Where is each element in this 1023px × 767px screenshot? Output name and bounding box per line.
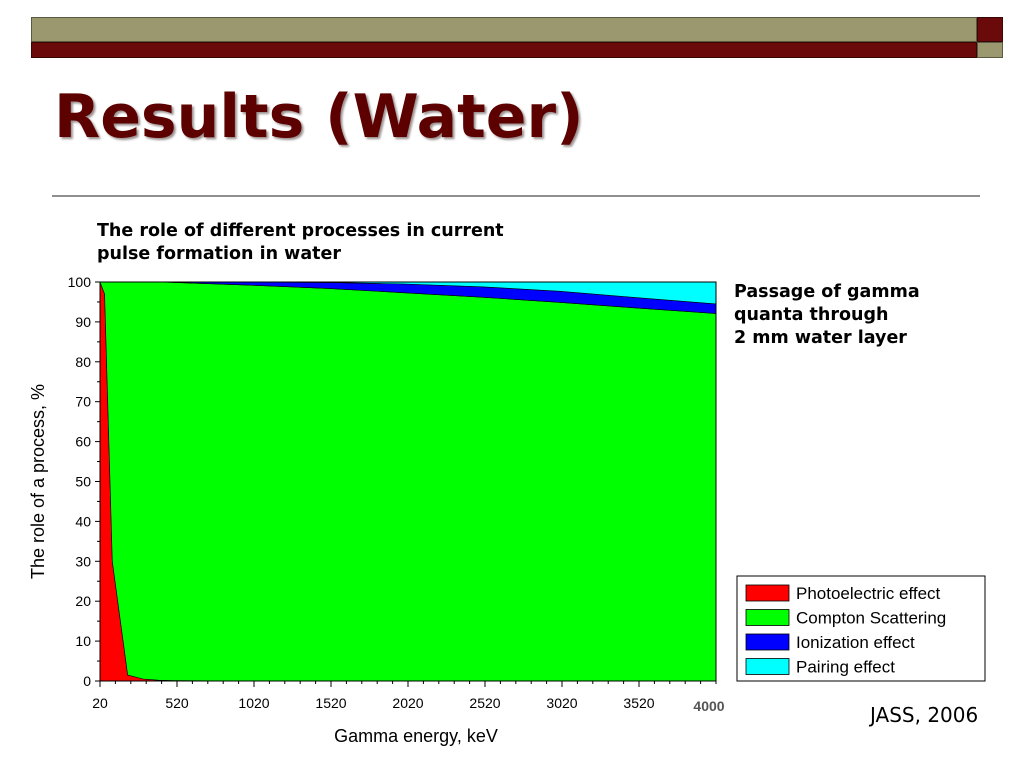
x-end-label: 4000: [693, 698, 724, 714]
x-tick-label-3020: 3020: [546, 695, 577, 711]
corner-square-dark: [977, 17, 1003, 42]
legend-label-2: Ionization effect: [796, 633, 915, 652]
legend-label-0: Photoelectric effect: [796, 584, 941, 603]
side-note: Passage of gamma quanta through 2 mm wat…: [734, 281, 994, 350]
y-tick-label-20: 20: [75, 593, 91, 609]
note-line-3: 2 mm water layer: [734, 328, 907, 348]
slide-title: Results (Water): [54, 82, 584, 152]
legend-label-3: Pairing effect: [796, 658, 895, 677]
note-line-2: quanta through: [734, 305, 889, 325]
y-tick-label-30: 30: [75, 553, 91, 569]
area-series-1: [99, 281, 717, 682]
y-tick-label-10: 10: [75, 633, 91, 649]
legend-swatch-3: [745, 658, 790, 675]
y-tick-label-90: 90: [75, 314, 91, 330]
source-citation: JASS, 2006: [870, 703, 979, 727]
x-tick-label-520: 520: [165, 695, 189, 711]
x-tick-label-1020: 1020: [238, 695, 269, 711]
chart-subtitle: The role of different processes in curre…: [97, 220, 567, 266]
header-bar-maroon: [31, 42, 977, 58]
x-tick-label-1520: 1520: [315, 695, 346, 711]
y-tick-label-0: 0: [83, 673, 91, 689]
y-tick-label-100: 100: [68, 274, 92, 290]
title-divider: [52, 195, 980, 197]
note-line-1: Passage of gamma: [734, 282, 920, 302]
y-tick-label-40: 40: [75, 513, 91, 529]
subtitle-line-1: The role of different processes in curre…: [97, 221, 504, 241]
y-axis-label: The role of a process, %: [28, 384, 48, 579]
x-tick-label-2520: 2520: [469, 695, 500, 711]
x-axis: 20 520 1020 1520 2020 2520 3020 3520 4000: [92, 681, 725, 714]
legend-swatch-0: [745, 584, 790, 602]
subtitle-line-2: pulse formation in water: [97, 244, 342, 264]
legend-label-1: Compton Scattering: [796, 609, 946, 628]
legend-swatch-2: [745, 633, 790, 651]
y-tick-label-50: 50: [75, 474, 91, 490]
y-tick-label-80: 80: [75, 354, 91, 370]
corner-square-light: [977, 42, 1003, 58]
x-tick-label-20: 20: [92, 695, 108, 711]
x-tick-label-3520: 3520: [623, 695, 654, 711]
header-bar-olive: [31, 17, 977, 42]
x-tick-label-2020: 2020: [392, 695, 423, 711]
y-axis: 0 10 20 30 40 50 60 70 80 90 100: [68, 274, 100, 689]
y-tick-label-70: 70: [75, 394, 91, 410]
legend-swatch-1: [745, 609, 790, 626]
y-tick-label-60: 60: [75, 434, 91, 450]
x-axis-label: Gamma energy, keV: [334, 726, 498, 746]
chart-legend: Photoelectric effect Compton Scattering Io…: [736, 575, 986, 682]
chart-areas: [99, 281, 717, 682]
